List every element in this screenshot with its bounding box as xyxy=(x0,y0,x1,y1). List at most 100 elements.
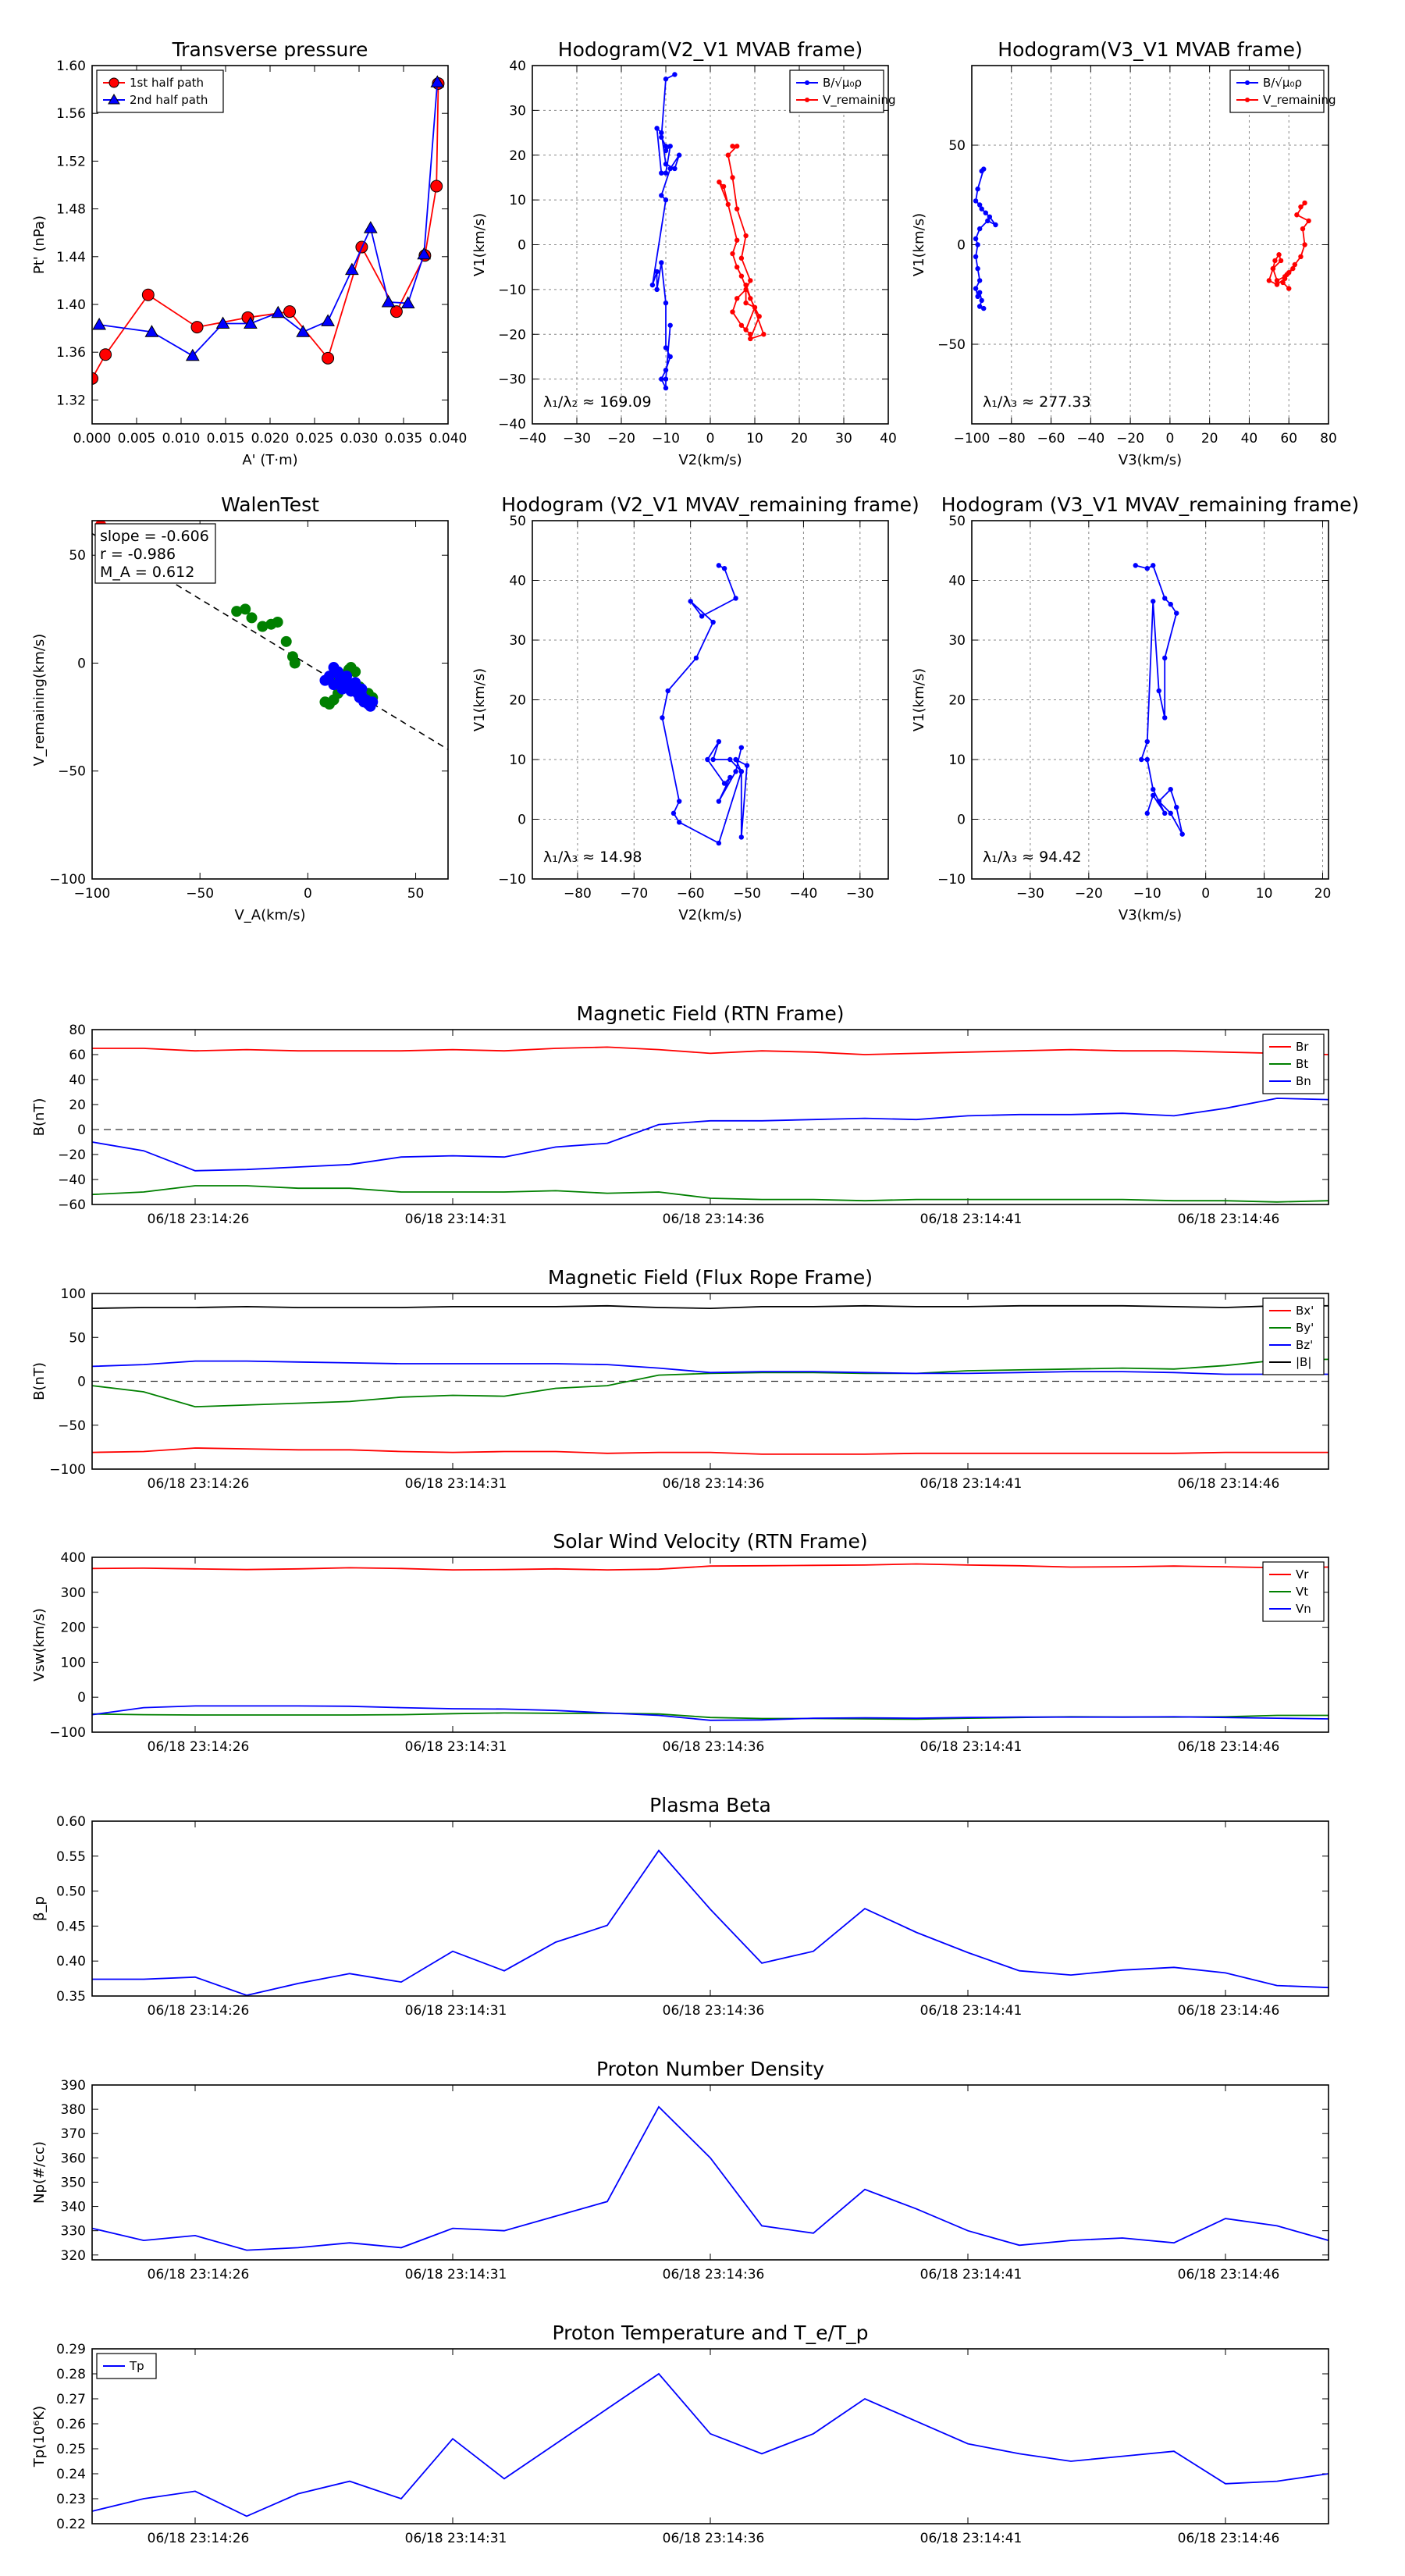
series-line-By' xyxy=(92,1358,1329,1408)
x-tick-label: 06/18 23:14:26 xyxy=(148,1212,250,1227)
data-point xyxy=(730,144,735,149)
data-point xyxy=(321,314,335,326)
y-tick-label: 0 xyxy=(77,1375,86,1390)
data-point xyxy=(752,304,758,311)
data-point xyxy=(654,269,660,275)
data-point xyxy=(748,332,753,337)
x-tick-label: 06/18 23:14:41 xyxy=(920,1212,1023,1227)
y-tick-label: 1.48 xyxy=(56,202,86,218)
y-tick-label: −50 xyxy=(937,337,966,353)
scatter-point xyxy=(289,657,301,669)
y-tick-label: −40 xyxy=(58,1172,86,1188)
x-tick-label: −20 xyxy=(1075,886,1103,902)
y-tick-label: 200 xyxy=(61,1621,86,1636)
y-tick-label: 1.32 xyxy=(56,393,86,408)
data-point xyxy=(663,76,669,82)
series-line-Vt xyxy=(92,1712,1329,1720)
data-point xyxy=(363,221,378,233)
data-point xyxy=(735,264,740,270)
data-point xyxy=(659,134,664,140)
series-line-Tp xyxy=(92,2372,1329,2517)
x-tick-label: −100 xyxy=(954,431,991,447)
y-tick-label: −30 xyxy=(498,372,526,388)
data-point xyxy=(973,236,979,242)
legend: B/√μ₀ρ V_remaining xyxy=(789,69,896,113)
data-point xyxy=(141,288,155,301)
data-point xyxy=(1139,756,1144,763)
data-point xyxy=(663,367,669,373)
y-tick-label: 0.29 xyxy=(56,2342,86,2357)
series-line-Bz' xyxy=(92,1360,1329,1375)
data-point xyxy=(1284,272,1289,277)
x-axis-label: V3(km/s) xyxy=(1119,907,1182,923)
data-point xyxy=(1144,810,1150,817)
y-tick-label: −20 xyxy=(58,1147,86,1163)
y-tick-label: 1.60 xyxy=(56,59,86,74)
data-point xyxy=(381,294,396,308)
y-tick-label: 0 xyxy=(77,1690,86,1706)
x-tick-label: −80 xyxy=(564,886,592,902)
axes-frame xyxy=(91,65,449,425)
x-tick-label: 06/18 23:14:26 xyxy=(148,1739,250,1755)
y-tick-label: 10 xyxy=(509,193,526,208)
data-point xyxy=(1162,810,1168,817)
legend-label: Bt xyxy=(1296,1057,1308,1071)
y-axis-label: B(nT) xyxy=(31,1098,48,1137)
data-point xyxy=(1151,792,1156,799)
x-tick-label: 06/18 23:14:41 xyxy=(920,2267,1023,2282)
y-tick-label: 0.27 xyxy=(56,2392,86,2407)
data-point xyxy=(417,247,432,260)
y-tick-label: 330 xyxy=(61,2224,86,2240)
x-tick-label: 10 xyxy=(1256,886,1273,902)
x-tick-label: 06/18 23:14:26 xyxy=(148,2267,250,2282)
data-point xyxy=(743,300,749,306)
data-point xyxy=(1162,715,1168,720)
data-point xyxy=(676,152,682,158)
legend-label: 2nd half path xyxy=(130,93,208,107)
data-point xyxy=(659,376,664,382)
y-tick-label: 20 xyxy=(509,148,526,164)
chart-title: Magnetic Field (Flux Rope Frame) xyxy=(548,1266,873,1289)
y-tick-label: 1.36 xyxy=(56,345,86,361)
series-line-Vr xyxy=(92,1563,1329,1571)
legend-label: Br xyxy=(1296,1040,1309,1054)
series-line-V_remaining xyxy=(718,145,765,340)
data-point xyxy=(92,318,106,330)
legend-box xyxy=(1229,69,1325,113)
data-point xyxy=(738,769,745,774)
x-tick-label: 06/18 23:14:36 xyxy=(663,2531,765,2546)
data-point xyxy=(1300,226,1306,232)
x-tick-label: −20 xyxy=(607,431,635,447)
y-tick-label: 0.35 xyxy=(56,1989,86,2005)
scatter-point xyxy=(341,671,353,682)
data-point xyxy=(667,322,673,328)
y-tick-label: 350 xyxy=(61,2175,86,2190)
y-tick-label: −100 xyxy=(49,1725,86,1741)
y-tick-label: 320 xyxy=(61,2248,86,2264)
y-tick-label: 400 xyxy=(61,1550,86,1566)
data-point xyxy=(744,763,750,768)
y-tick-label: 0.50 xyxy=(56,1884,86,1900)
data-point xyxy=(973,198,979,204)
legend-label: Bn xyxy=(1296,1074,1311,1088)
axes-frame xyxy=(532,520,889,880)
x-tick-label: 06/18 23:14:41 xyxy=(920,2531,1023,2546)
chart-title: Hodogram(V2_V1 MVAB frame) xyxy=(558,38,863,61)
y-tick-label: 0 xyxy=(957,238,966,254)
data-point xyxy=(987,214,993,219)
data-point xyxy=(144,325,159,337)
x-tick-label: 06/18 23:14:31 xyxy=(405,2003,507,2019)
y-tick-label: 0.40 xyxy=(56,1954,86,1969)
y-axis-label: Np(#/cc) xyxy=(31,2141,48,2204)
legend: Tp xyxy=(96,2353,157,2379)
scatter-point xyxy=(280,635,292,647)
chart-title: Magnetic Field (RTN Frame) xyxy=(577,1002,845,1025)
x-tick-label: 0.035 xyxy=(385,431,423,447)
y-tick-label: 0 xyxy=(518,813,526,828)
x-tick-label: −40 xyxy=(789,886,817,902)
series-line-beta xyxy=(92,1849,1329,1996)
y-tick-label: 20 xyxy=(509,693,526,709)
y-tick-label: 0.60 xyxy=(56,1814,86,1830)
x-tick-label: −40 xyxy=(1076,431,1104,447)
